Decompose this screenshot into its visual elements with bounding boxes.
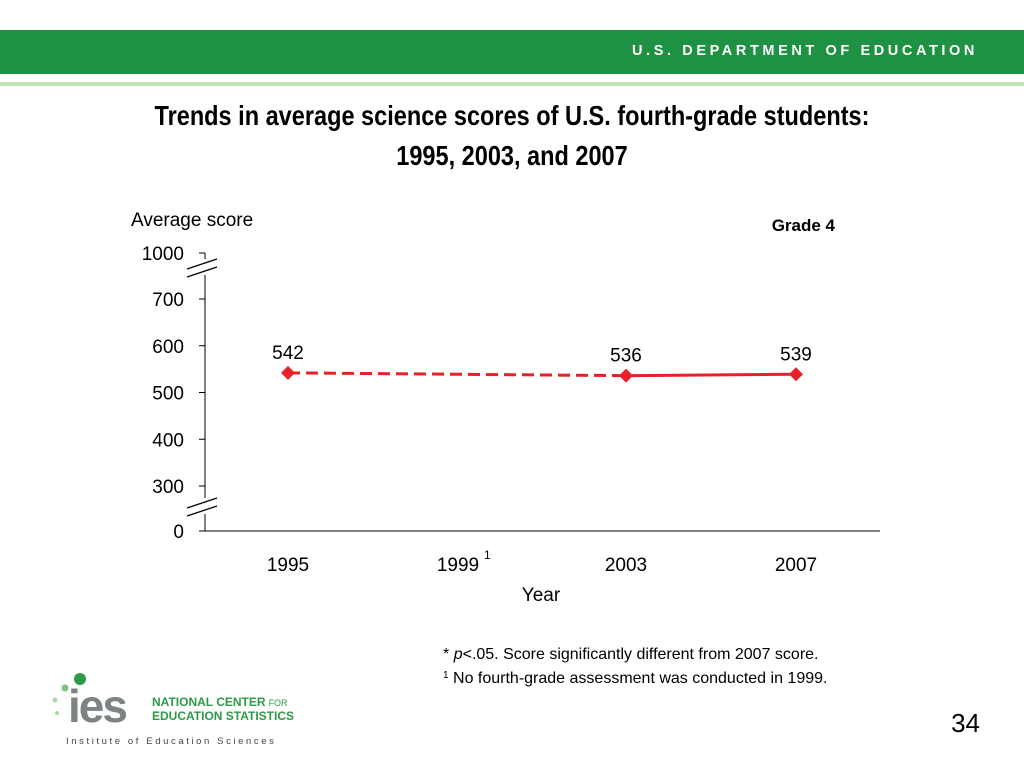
header-band: U.S. DEPARTMENT OF EDUCATION bbox=[0, 30, 1024, 74]
data-label-1995: 542 bbox=[272, 343, 304, 364]
y-tick-labels: 1000 700 600 500 400 300 0 bbox=[142, 244, 205, 543]
panel-label: Grade 4 bbox=[772, 216, 836, 235]
y-tick-label: 0 bbox=[173, 522, 184, 543]
logo-dot-small-2 bbox=[55, 711, 59, 715]
x-tick-label: 2007 bbox=[775, 555, 817, 576]
logo-dot-large bbox=[74, 673, 86, 685]
logo-dot-medium bbox=[61, 684, 69, 692]
data-label-2007: 539 bbox=[780, 344, 812, 365]
footnote-1999-text: No fourth-grade assessment was conducted… bbox=[453, 670, 828, 687]
x-tick-label: 1999 bbox=[437, 555, 479, 576]
y-tick-label: 600 bbox=[152, 337, 184, 358]
data-points bbox=[281, 365, 803, 383]
footnote-significance-text: <.05. Score significantly different from… bbox=[462, 646, 819, 663]
axis-break-stroke bbox=[186, 505, 218, 517]
footnote-1999: 1 No fourth-grade assessment was conduct… bbox=[443, 665, 827, 689]
axis-break-gap bbox=[187, 498, 223, 514]
x-tick-label: 2003 bbox=[605, 555, 647, 576]
axis-break-stroke bbox=[186, 497, 218, 509]
logo-name-line-2: EDUCATION STATISTICS bbox=[152, 709, 294, 723]
slide-title-line-1: Trends in average science scores of U.S.… bbox=[154, 100, 870, 131]
header-divider bbox=[0, 82, 1024, 86]
series-segment-dashed bbox=[287, 371, 627, 378]
data-point-2007 bbox=[789, 367, 803, 382]
footnote-p: p bbox=[453, 646, 463, 663]
y-tick-label: 700 bbox=[152, 290, 184, 311]
slide-title-line-2: 1995, 2003, and 2007 bbox=[396, 140, 628, 171]
logo-tagline: Institute of Education Sciences bbox=[66, 736, 277, 747]
series-segment-solid bbox=[625, 372, 797, 378]
x-tick-label: 1995 bbox=[267, 555, 309, 576]
y-axis-label: Average score bbox=[131, 210, 253, 231]
footnote-marker-1: 1 bbox=[443, 670, 449, 681]
footnotes: * p<.05. Score significantly different f… bbox=[443, 644, 827, 689]
y-tick-label: 1000 bbox=[142, 244, 184, 265]
data-label-2003: 536 bbox=[610, 346, 642, 367]
logo-name-line-1a: NATIONAL CENTER bbox=[152, 695, 266, 709]
ies-nces-logo: ies NATIONAL CENTER FOR EDUCATION STATIST… bbox=[52, 673, 294, 747]
data-labels: 542 536 539 bbox=[272, 343, 812, 367]
footnote-significance: * p<.05. Score significantly different f… bbox=[443, 644, 827, 665]
logo-dot-small-1 bbox=[52, 697, 58, 703]
page-number: 34 bbox=[951, 708, 980, 738]
axis-break-2 bbox=[186, 497, 223, 517]
x-axis-label: Year bbox=[522, 585, 561, 606]
logo-name-line-1b: FOR bbox=[269, 698, 288, 708]
y-tick-label: 300 bbox=[152, 477, 184, 498]
chart-axes bbox=[186, 253, 880, 532]
slide-title: Trends in average science scores of U.S.… bbox=[116, 96, 909, 176]
data-point-2003 bbox=[619, 368, 633, 383]
axis-break-stroke bbox=[186, 266, 218, 278]
y-tick-label: 400 bbox=[152, 430, 184, 451]
y-tick-label: 500 bbox=[152, 384, 184, 405]
axis-break-1 bbox=[186, 258, 223, 278]
x-tick-footnote: 1 bbox=[484, 548, 491, 562]
axis-break-gap bbox=[187, 259, 223, 275]
department-name: U.S. DEPARTMENT OF EDUCATION bbox=[632, 43, 978, 59]
x-tick-labels: 1995 1999 1 2003 2007 bbox=[267, 548, 817, 576]
footnote-marker-asterisk: * bbox=[443, 646, 450, 663]
data-point-1995 bbox=[281, 365, 295, 380]
logo-name-line-1: NATIONAL CENTER FOR bbox=[152, 695, 288, 709]
series-line bbox=[287, 371, 797, 378]
axis-break-stroke bbox=[186, 258, 218, 270]
logo-ies-letters: ies bbox=[68, 680, 126, 732]
